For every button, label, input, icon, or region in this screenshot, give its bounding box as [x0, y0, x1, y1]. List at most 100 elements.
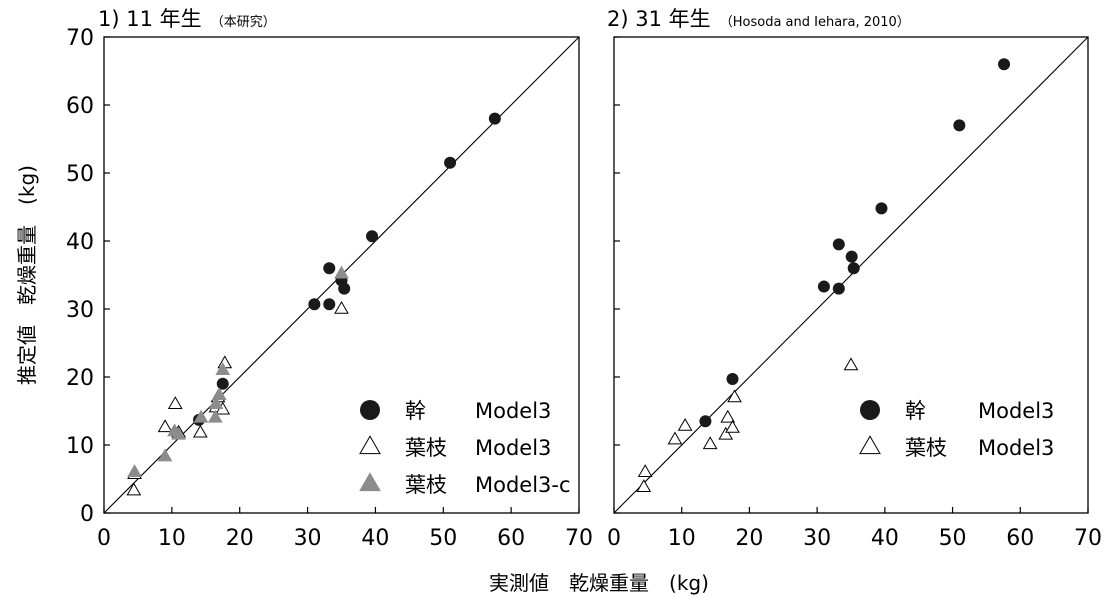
- panel-2-leaf-model3-point: [636, 479, 652, 492]
- panel-2-legend-leaf-model3-model: Model3: [978, 436, 1054, 460]
- panel-1-leaf-model3-point: [126, 482, 142, 496]
- panel-2-one-to-one-line: [613, 36, 1089, 514]
- panel-1-stem-point: [366, 230, 379, 243]
- panel-2-stem-point: [847, 262, 860, 275]
- panel-2-leaf-model3-point: [843, 357, 859, 371]
- panel-1-title: 1) 11 年生 （本研究）: [98, 7, 276, 31]
- panel-2-stem-point: [726, 373, 739, 386]
- panel-2-legend-stem-name: 幹: [905, 399, 926, 423]
- panel-2-x-ticks: 0 10 20 30 40 50 60 70: [607, 507, 1102, 551]
- panel-2-y-ticks: [614, 36, 620, 514]
- panel-2-stem-point: [875, 202, 888, 215]
- panel-2: 2) 31 年生 （Hosoda and Iehara, 2010） 0 10 20…: [607, 7, 1102, 551]
- panel-2-x-tick-label: 30: [803, 526, 831, 551]
- panel-1: 1) 11 年生 （本研究） 0 10 20 30 40 50 60 70 0 10 20 30 40…: [66, 7, 593, 551]
- panel-1-leaf-model3c-point: [171, 426, 187, 440]
- panel-2-reference-line: [613, 36, 1089, 514]
- panel-1-x-tick-label: 60: [497, 526, 525, 551]
- panel-1-stem-point: [216, 377, 229, 390]
- panel-1-y-tick-label: 20: [66, 366, 94, 391]
- panel-2-title: 2) 31 年生 （Hosoda and Iehara, 2010）: [607, 7, 910, 31]
- panel-1-leaf-model3c-point: [334, 265, 349, 279]
- panel-2-legend-leaf-model3-marker: [859, 435, 881, 455]
- panel-2-leaf-model3-point: [637, 464, 653, 477]
- panel-1-x-tick-label: 20: [226, 526, 254, 551]
- panel-2-data-points: [636, 58, 1011, 492]
- panel-1-legend-stem-marker: [360, 400, 380, 420]
- panel-1-stem-point: [338, 282, 351, 295]
- panel-2-leaf-model3-point: [718, 426, 734, 440]
- panel-1-leaf-model3c-point: [208, 396, 224, 409]
- panel-2-x-tick-label: 0: [607, 526, 621, 551]
- panel-2-subtitle: （Hosoda and Iehara, 2010）: [720, 15, 910, 30]
- panel-1-legend-leaf-model3-marker: [359, 435, 381, 455]
- panel-1-plot-frame: [103, 36, 580, 514]
- panel-2-x-tick-label: 40: [871, 526, 899, 551]
- panel-1-stem-point: [323, 298, 336, 311]
- panel-2-stem-point: [817, 280, 830, 293]
- panel-1-legend-leaf-model3-model: Model3: [475, 436, 551, 460]
- panel-2-plot-frame: [613, 36, 1089, 514]
- panel-1-y-tick-label: 40: [66, 230, 94, 255]
- panel-1-stem-point: [444, 156, 457, 169]
- panel-1-leaf-model3-point: [157, 419, 173, 433]
- panel-1-leaf-model3-point: [334, 300, 349, 314]
- panel-2-x-tick-label: 20: [735, 526, 763, 551]
- panel-2-stem-point: [699, 415, 712, 428]
- panel-1-x-tick-label: 10: [158, 526, 186, 551]
- panel-1-subtitle: （本研究）: [211, 15, 276, 30]
- panel-1-legend-leaf-model3c-name: 葉枝: [405, 473, 447, 497]
- panel-2-legend-stem-model: Model3: [978, 399, 1054, 423]
- panel-1-leaf-model3c-point: [215, 362, 231, 375]
- panel-2-stem-point: [832, 238, 845, 251]
- panel-2-leaf-model3-point: [667, 431, 683, 445]
- panel-2-stem-point: [845, 250, 858, 263]
- panel-2-x-tick-label: 70: [1074, 526, 1102, 551]
- panel-2-leaf-model3-point: [725, 419, 740, 433]
- panel-1-y-tick-label: 0: [80, 502, 94, 527]
- panel-1-y-tick-label: 10: [66, 434, 94, 459]
- panel-2-x-tick-label: 50: [939, 526, 967, 551]
- panel-2-stem-point: [953, 119, 966, 132]
- panel-1-legend-leaf-model3c-model: Model3-c: [475, 473, 571, 497]
- panel-1-x-tick-label: 50: [429, 526, 457, 551]
- panel-1-legend-stem-name: 幹: [405, 399, 426, 423]
- panel-1-leaf-model3c-point: [211, 387, 227, 401]
- panel-1-legend-leaf-model3c-marker: [359, 472, 381, 492]
- panel-1-x-tick-label: 40: [361, 526, 389, 551]
- panel-2-legend: 幹 Model3 葉枝 Model3: [859, 399, 1054, 460]
- panel-2-x-tick-label: 60: [1006, 526, 1034, 551]
- panel-2-leaf-model3-point: [702, 436, 718, 450]
- panel-1-y-tick-label: 70: [66, 26, 94, 51]
- panel-1-x-ticks: 0 10 20 30 40 50 60 70: [97, 507, 593, 551]
- panel-1-leaf-model3c-point: [207, 409, 223, 423]
- panel-1-leaf-model3-point: [192, 424, 208, 438]
- panel-2-legend-leaf-model3-name: 葉枝: [905, 436, 947, 460]
- panel-1-legend: 幹 Model3 葉枝 Model3 葉枝 Model3-c: [359, 399, 571, 497]
- panel-2-stem-point: [998, 58, 1011, 71]
- panel-1-data-points: [126, 112, 501, 496]
- panel-1-stem-point: [488, 112, 501, 125]
- panel-1-x-tick-label: 70: [565, 526, 593, 551]
- panel-1-legend-leaf-model3-name: 葉枝: [405, 436, 447, 460]
- panel-1-x-tick-label: 0: [97, 526, 111, 551]
- panel-1-stem-point: [323, 262, 336, 275]
- panel-1-leaf-model3c-point: [127, 464, 142, 477]
- panel-1-x-tick-label: 30: [294, 526, 322, 551]
- panel-1-legend-stem-model: Model3: [475, 399, 551, 423]
- panel-2-legend-stem-marker: [860, 400, 880, 420]
- panel-1-stem-point: [308, 298, 321, 311]
- y-axis-title: 推定値 乾燥重量 (kg): [15, 165, 39, 385]
- panel-1-y-tick-label: 30: [66, 298, 94, 323]
- panel-2-leaf-model3-point: [720, 409, 736, 423]
- panel-1-leaf-model3c-point: [157, 448, 173, 462]
- panel-2-leaf-model3-point: [677, 417, 693, 431]
- panel-2-title-main: 2) 31 年生: [607, 7, 711, 31]
- panel-1-y-tick-label: 50: [66, 162, 94, 187]
- panel-2-leaf-model3-point: [727, 389, 742, 403]
- panel-1-y-tick-label: 60: [66, 94, 94, 119]
- panel-1-leaf-model3-point: [167, 396, 183, 409]
- panel-1-title-main: 1) 11 年生: [98, 7, 202, 31]
- panel-2-stem-point: [832, 282, 845, 295]
